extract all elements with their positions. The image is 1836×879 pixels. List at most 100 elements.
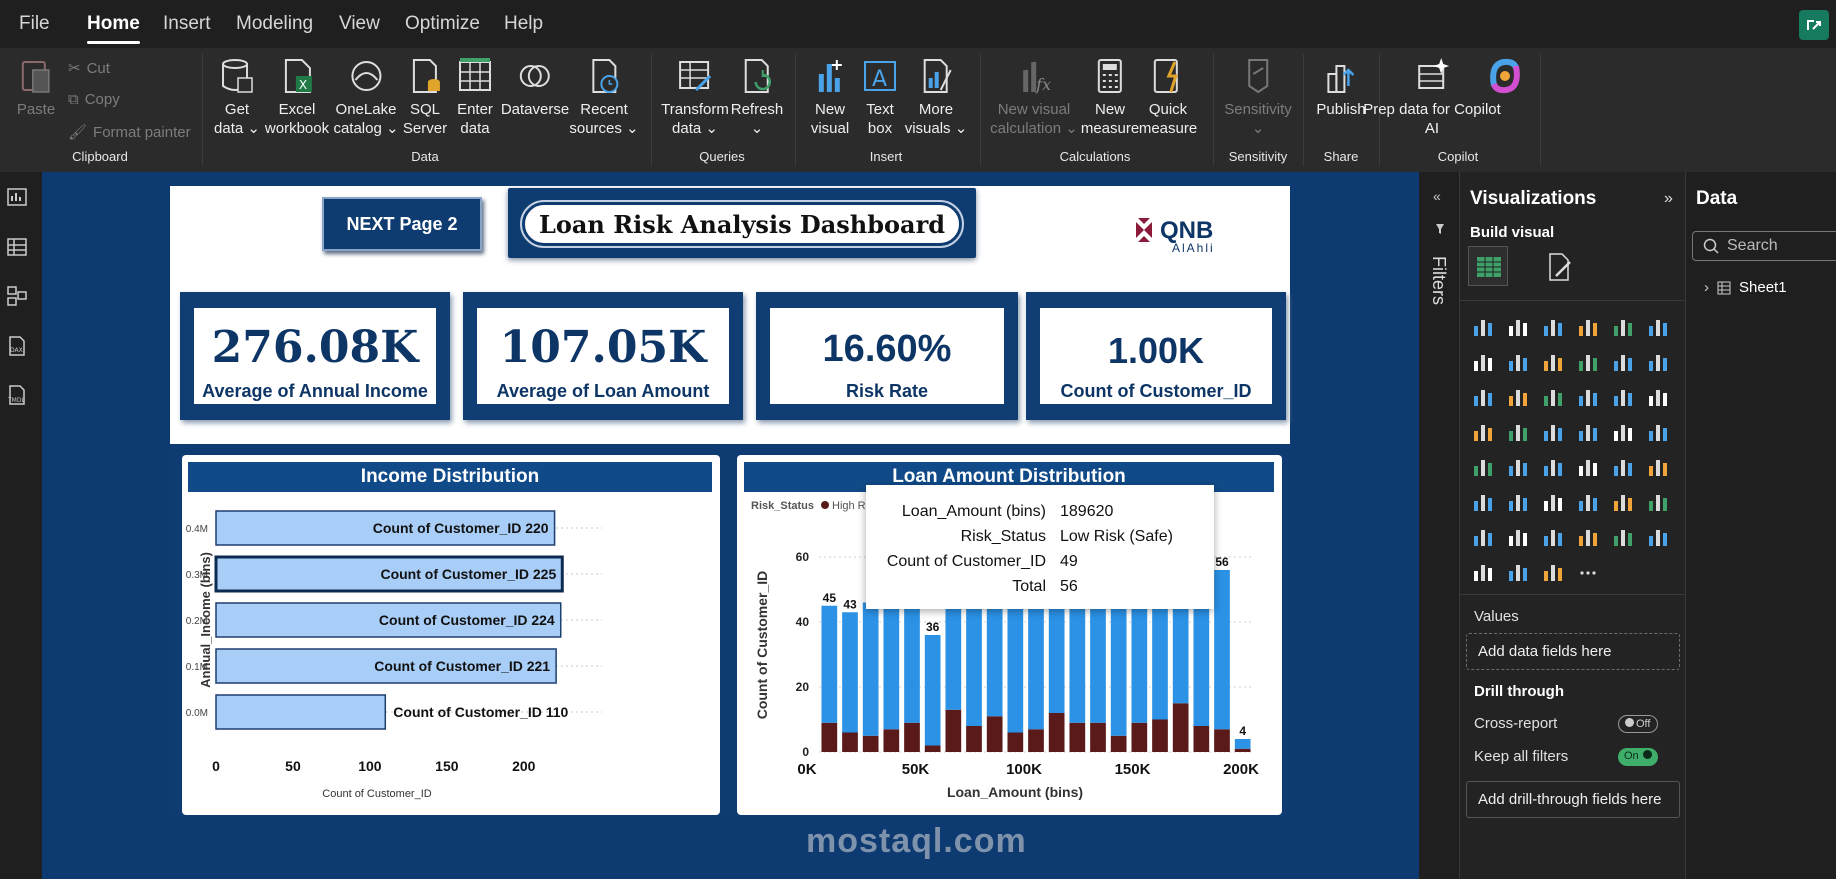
loan-bar-segment[interactable] <box>966 589 982 727</box>
visual-type-icon[interactable] <box>1540 524 1566 550</box>
text-box-button[interactable]: A Text box <box>861 56 899 138</box>
loan-bar-segment[interactable] <box>862 602 879 736</box>
menu-optimize[interactable]: Optimize <box>405 13 480 34</box>
loan-bar-segment[interactable] <box>821 722 838 752</box>
loan-bar-segment[interactable] <box>1007 732 1024 753</box>
table-view-icon[interactable] <box>6 236 28 258</box>
loan-bar-segment[interactable] <box>1069 589 1086 723</box>
report-view-icon[interactable] <box>6 186 28 208</box>
visual-type-icon[interactable] <box>1540 454 1566 480</box>
keep-filters-toggle[interactable]: On <box>1618 748 1658 766</box>
visual-type-icon[interactable] <box>1540 489 1566 515</box>
visual-type-icon[interactable] <box>1610 314 1636 340</box>
get-data-button[interactable]: Get data ⌄ <box>214 56 260 138</box>
visual-type-icon[interactable] <box>1610 454 1636 480</box>
cut-button[interactable]: ✂ Cut <box>68 59 110 78</box>
sensitivity-button[interactable]: Sensitivity ⌄ <box>1224 56 1292 138</box>
paste-button[interactable]: Paste <box>17 56 55 119</box>
visual-type-icon[interactable] <box>1505 454 1531 480</box>
visual-type-icon[interactable] <box>1505 419 1531 445</box>
visual-type-icon[interactable] <box>1540 314 1566 340</box>
income-bar[interactable] <box>215 694 387 730</box>
loan-bar-segment[interactable] <box>883 602 900 730</box>
loan-bar-segment[interactable] <box>862 735 879 752</box>
visual-type-icon[interactable] <box>1540 349 1566 375</box>
income-bar[interactable] <box>215 510 556 546</box>
format-painter-button[interactable]: 🖌 Format painter <box>68 123 191 142</box>
visual-type-icon[interactable] <box>1610 489 1636 515</box>
visual-type-icon[interactable] <box>1645 524 1671 550</box>
visual-type-icon[interactable] <box>1505 524 1531 550</box>
publish-button[interactable]: Publish <box>1316 56 1366 119</box>
loan-bar-segment[interactable] <box>966 726 982 752</box>
visual-type-icon[interactable] <box>1610 419 1636 445</box>
loan-bar-segment[interactable] <box>1172 592 1189 704</box>
income-bar[interactable] <box>214 555 564 593</box>
visual-type-icon[interactable] <box>1505 559 1531 585</box>
visual-type-icon[interactable] <box>1505 349 1531 375</box>
visual-type-icon[interactable] <box>1645 419 1671 445</box>
loan-bar-segment[interactable] <box>1090 602 1106 723</box>
visual-type-icon[interactable] <box>1610 349 1636 375</box>
new-visual-calculation-button[interactable]: fx New visual calculation ⌄ <box>990 56 1078 138</box>
loan-bar-segment[interactable] <box>1193 579 1210 726</box>
menu-help[interactable]: Help <box>504 13 544 34</box>
visual-type-icon[interactable] <box>1575 454 1601 480</box>
visual-type-icon[interactable] <box>1610 524 1636 550</box>
menu-insert[interactable]: Insert <box>163 13 211 34</box>
loan-bar-segment[interactable] <box>1193 726 1210 752</box>
loan-bar-segment[interactable] <box>1234 748 1251 752</box>
visual-type-icon[interactable] <box>1610 384 1636 410</box>
income-chart[interactable]: 0.4M Count of Customer_ID 220 0.3M Count of… <box>182 495 720 813</box>
loan-bar-segment[interactable] <box>842 612 858 733</box>
collapse-icon[interactable]: « <box>1433 188 1441 204</box>
visual-type-icon[interactable] <box>1470 524 1496 550</box>
visual-type-icon[interactable] <box>1470 349 1496 375</box>
visual-type-icon[interactable] <box>1645 349 1671 375</box>
loan-bar-segment[interactable] <box>842 732 858 753</box>
refresh-button[interactable]: Refresh ⌄ <box>731 56 783 138</box>
loan-bar-segment[interactable] <box>924 635 941 746</box>
tmdl-view-icon[interactable]: TMDL <box>6 384 28 406</box>
loan-bar-segment[interactable] <box>986 716 1003 752</box>
dax-query-icon[interactable]: DAX <box>6 335 28 357</box>
more-visuals-button[interactable]: More visuals ⌄ <box>905 56 967 138</box>
share-icon[interactable] <box>1799 10 1829 40</box>
quick-measure-button[interactable]: Quick measure <box>1139 56 1197 138</box>
excel-workbook-button[interactable]: X Excel workbook <box>265 56 329 138</box>
loan-bar-segment[interactable] <box>821 605 838 723</box>
build-visual-tab[interactable] <box>1468 246 1508 286</box>
loan-bar-segment[interactable] <box>1214 729 1230 752</box>
loan-bar-segment[interactable] <box>904 602 920 723</box>
add-drill-through-field[interactable]: Add drill-through fields here <box>1466 781 1680 818</box>
visual-type-icon[interactable] <box>1575 384 1601 410</box>
visual-type-icon[interactable] <box>1575 489 1601 515</box>
loan-bar-segment[interactable] <box>1069 722 1086 752</box>
loan-bar-segment[interactable] <box>1048 713 1065 752</box>
cross-report-toggle[interactable]: Off <box>1618 715 1658 733</box>
loan-bar-segment[interactable] <box>1152 719 1168 753</box>
loan-bar-segment[interactable] <box>1131 589 1148 723</box>
menu-view[interactable]: View <box>339 13 380 34</box>
prep-data-copilot-button[interactable]: Prep data for Copilot AI <box>1363 56 1501 138</box>
add-data-field[interactable]: Add data fields here <box>1466 633 1680 670</box>
expand-icon[interactable]: » <box>1664 190 1673 207</box>
loan-bar-segment[interactable] <box>883 729 900 752</box>
copy-button[interactable]: ⧉ Copy <box>68 91 120 108</box>
format-visual-tab[interactable] <box>1542 250 1576 289</box>
transform-data-button[interactable]: Transform data ⌄ <box>661 56 729 138</box>
copilot-button[interactable] <box>1486 56 1524 100</box>
visual-type-icon[interactable] <box>1645 314 1671 340</box>
table-sheet1[interactable]: › Sheet1 <box>1704 279 1787 296</box>
visual-type-icon[interactable] <box>1575 349 1601 375</box>
loan-bar-segment[interactable] <box>1152 592 1168 720</box>
loan-bar-segment[interactable] <box>1028 729 1044 752</box>
next-page-button[interactable]: NEXT Page 2 <box>322 197 482 251</box>
loan-bar-segment[interactable] <box>1172 703 1189 752</box>
visual-type-icon[interactable] <box>1540 384 1566 410</box>
enter-data-button[interactable]: Enter data <box>456 56 494 138</box>
income-bar[interactable] <box>215 648 557 684</box>
loan-bar-segment[interactable] <box>945 589 962 710</box>
loan-bar-segment[interactable] <box>1131 722 1148 752</box>
loan-bar-segment[interactable] <box>1007 589 1024 733</box>
